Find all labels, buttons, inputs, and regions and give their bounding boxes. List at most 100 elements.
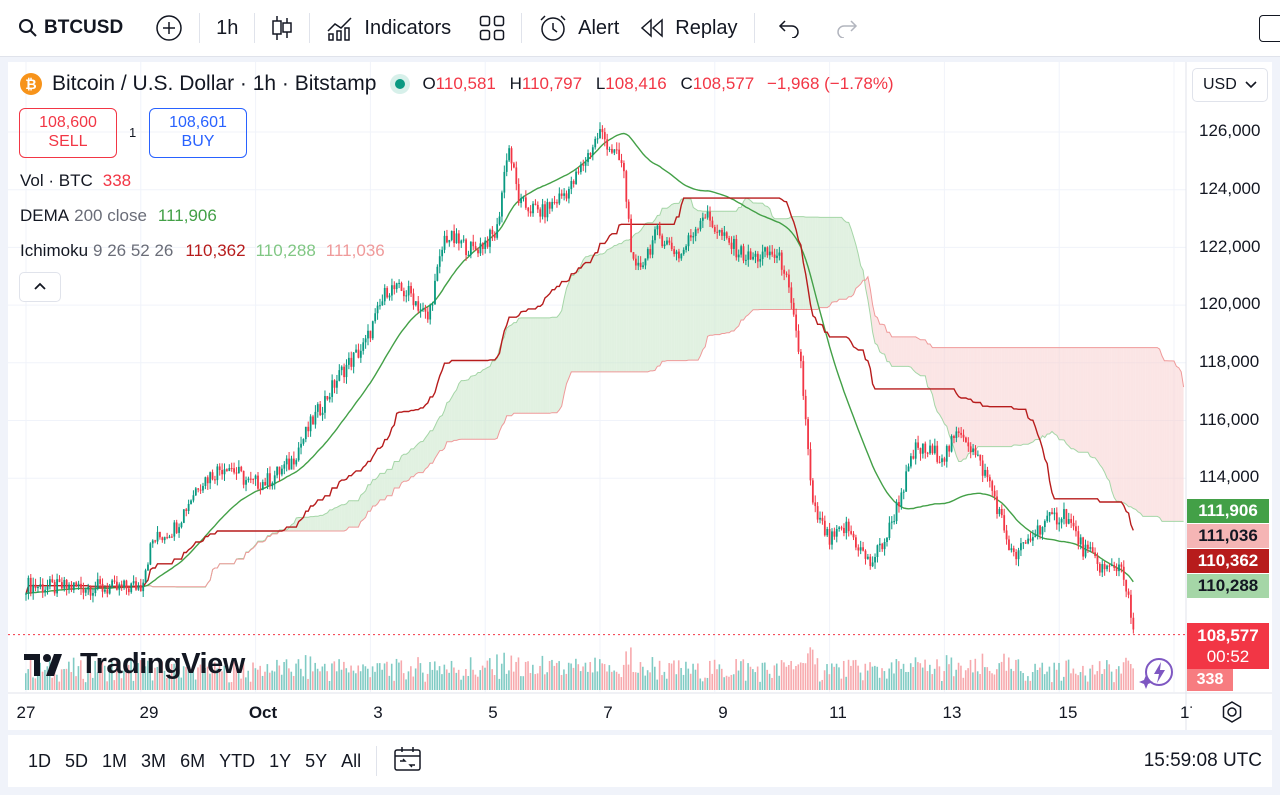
ichimoku-cloud-segment <box>781 218 785 310</box>
volume-bar <box>135 663 137 690</box>
volume-bar <box>426 673 429 690</box>
range-5y-button[interactable]: 5Y <box>305 750 328 771</box>
candle-body <box>1130 594 1132 618</box>
utc-clock[interactable]: 15:59:08 UTC <box>1143 750 1262 771</box>
volume-bar <box>412 676 415 690</box>
ichimoku-cloud-segment <box>339 504 342 532</box>
ichimoku-cloud-segment <box>528 317 531 414</box>
range-6m-button[interactable]: 6M <box>180 750 206 771</box>
ichimoku-cloud-segment <box>308 516 311 532</box>
ichimoku-cloud-segment <box>525 317 529 414</box>
ichimoku-cloud-segment <box>530 317 534 414</box>
volume-bar <box>249 681 252 690</box>
compare-symbol-button[interactable] <box>133 0 193 57</box>
range-1m-button[interactable]: 1M <box>102 750 128 771</box>
candle-body <box>706 211 709 218</box>
candle-body <box>938 461 941 463</box>
tradingview-logo[interactable]: TradingView <box>24 648 245 681</box>
candle-body <box>921 443 924 454</box>
candle-body <box>697 229 699 231</box>
candle-body <box>486 240 489 247</box>
redo-button[interactable] <box>811 0 869 57</box>
chart-type-button[interactable] <box>261 0 303 57</box>
volume-bar <box>237 670 240 690</box>
candle-body <box>352 352 355 367</box>
range-1d-button[interactable]: 1D <box>28 750 52 771</box>
candle-body <box>434 280 436 305</box>
layouts-button[interactable] <box>461 0 515 57</box>
candle-body <box>391 285 393 296</box>
ichimoku-cloud-segment <box>1174 361 1177 522</box>
collapse-legend-button[interactable] <box>19 272 61 302</box>
symbol-search-button[interactable]: BTCUSD <box>0 0 133 57</box>
volume-bar <box>500 663 503 690</box>
ichimoku-cloud-segment <box>353 500 357 528</box>
interval-button[interactable]: 1h <box>216 16 239 39</box>
volume-bar <box>247 670 250 690</box>
buy-button[interactable]: 108,601 BUY <box>149 108 247 158</box>
ichimoku-cloud-segment <box>1107 347 1110 481</box>
range-all-button[interactable]: All <box>341 750 362 771</box>
ichimoku-legend[interactable]: Ichimoku 9 26 52 26 110,362 110,288 111,… <box>20 241 385 261</box>
ichimoku-cloud-segment <box>989 347 993 447</box>
candle-body <box>663 244 666 247</box>
volume-bar <box>429 662 431 690</box>
ichimoku-cloud-segment <box>1042 347 1045 438</box>
volume-bar <box>816 658 819 690</box>
dema-legend[interactable]: DEMA 200 close 111,906 <box>20 206 217 226</box>
volume-bar <box>453 667 455 690</box>
currency-select[interactable]: USD <box>1192 68 1268 102</box>
range-5d-button[interactable]: 5D <box>65 750 89 771</box>
chart-panel[interactable]: ₿ Bitcoin / U.S. Dollar · 1h · Bitstamp … <box>8 62 1272 730</box>
candle-body <box>1122 566 1125 580</box>
candle-body <box>407 286 410 296</box>
sell-button[interactable]: 108,600 SELL <box>19 108 117 158</box>
range-ytd-button[interactable]: YTD <box>219 750 256 771</box>
ichimoku-cloud-segment <box>372 479 376 507</box>
dema-price-tag: 111,906 <box>1187 499 1269 523</box>
fullscreen-icon[interactable] <box>1259 15 1280 42</box>
candle-body <box>744 259 747 261</box>
candle-body <box>288 458 290 470</box>
volume-bar <box>943 671 945 690</box>
candle-body <box>228 468 231 471</box>
candle-body <box>457 233 460 244</box>
alert-button[interactable]: Alert <box>528 0 629 57</box>
volume-bar <box>673 660 675 690</box>
candle-body <box>94 588 97 594</box>
volume-bar <box>599 659 601 690</box>
market-status-icon[interactable] <box>390 74 411 94</box>
ichimoku-cloud-segment <box>891 336 895 367</box>
candle-body <box>833 531 836 537</box>
candle-body <box>1012 548 1015 552</box>
volume-bar <box>1041 662 1044 690</box>
candle-body <box>527 207 530 212</box>
ichimoku-cloud-segment <box>351 500 354 528</box>
candle-body <box>53 582 56 594</box>
candle-body <box>127 588 130 593</box>
volume-bar <box>120 678 123 690</box>
volume-bar <box>764 662 766 690</box>
goto-date-button[interactable] <box>387 746 429 777</box>
candle-body <box>347 357 350 365</box>
ichimoku-cloud-segment <box>1018 347 1021 446</box>
volume-bar <box>704 677 706 690</box>
range-1y-button[interactable]: 1Y <box>269 750 292 771</box>
candle-body <box>1132 617 1135 630</box>
candle-body <box>123 580 125 587</box>
range-3m-button[interactable]: 3M <box>141 750 167 771</box>
ichimoku-cloud-segment <box>1128 347 1131 507</box>
replay-button[interactable]: Replay <box>629 0 747 57</box>
volume-bar <box>608 665 611 690</box>
volume-bar <box>371 666 374 690</box>
indicators-button[interactable]: Indicators <box>316 0 461 57</box>
lightning-icon[interactable] <box>1138 656 1178 695</box>
ichimoku-cloud-segment <box>810 217 813 310</box>
ichimoku-cloud-segment <box>542 317 545 414</box>
price-chart[interactable] <box>8 62 1272 730</box>
settings-icon[interactable] <box>1220 700 1244 729</box>
sell-price: 108,600 <box>39 114 97 131</box>
undo-button[interactable] <box>761 0 811 57</box>
volume-legend[interactable]: Vol · BTC 338 <box>20 171 131 191</box>
symbol-title[interactable]: Bitcoin / U.S. Dollar · 1h · Bitstamp <box>52 72 377 95</box>
